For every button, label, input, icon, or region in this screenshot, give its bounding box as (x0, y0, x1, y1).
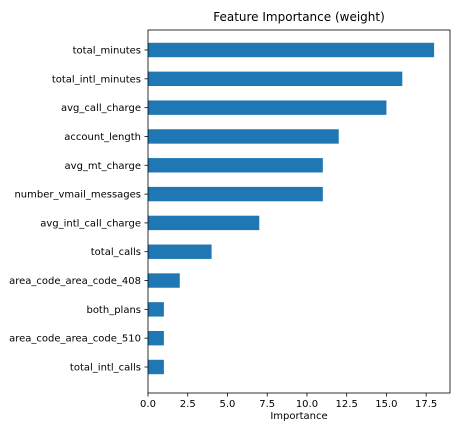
x-axis-label: Importance (270, 411, 327, 422)
x-tick-label: 12.5 (336, 399, 358, 410)
bar (148, 244, 212, 259)
plot-frame (147, 29, 451, 394)
x-tick-label: 2.5 (180, 399, 196, 410)
y-tick-label: avg_intl_call_charge (40, 218, 141, 229)
y-tick-label: area_code_area_code_408 (9, 276, 141, 287)
bar (148, 100, 387, 115)
bar (148, 330, 164, 346)
bar (148, 129, 339, 144)
y-tick-label: area_code_area_code_510 (9, 334, 141, 345)
y-tick-labels: total_minutes total_intl_minutes avg_call_… (9, 46, 148, 374)
bar (148, 302, 164, 317)
bar (148, 215, 260, 231)
y-tick-label: avg_mt_charge (65, 161, 141, 172)
x-ticks: 0.0 2.5 5.0 7.5 10.0 12.5 15.0 17.5 (140, 393, 437, 410)
y-tick-label: avg_call_charge (61, 103, 141, 114)
x-tick-label: 15.0 (375, 399, 397, 410)
bar (148, 359, 164, 375)
y-tick-label: total_intl_minutes (52, 74, 141, 85)
bars-layer (148, 42, 435, 375)
bar (148, 71, 403, 87)
bar (148, 273, 180, 288)
chart-title: Feature Importance (weight) (213, 10, 385, 24)
y-tick-label: total_intl_calls (70, 363, 141, 374)
x-tick-label: 17.5 (415, 399, 437, 410)
y-tick-label: both_plans (86, 305, 141, 316)
x-tick-label: 7.5 (259, 399, 275, 410)
y-tick-label: number_vmail_messages (14, 190, 141, 201)
y-tick-label: total_calls (91, 247, 141, 258)
bar (148, 42, 435, 58)
y-tick-label: total_minutes (73, 46, 141, 57)
y-tick-label: account_length (64, 132, 141, 143)
x-tick-label: 0.0 (140, 399, 156, 410)
x-tick-label: 10.0 (296, 399, 318, 410)
x-tick-label: 5.0 (220, 399, 236, 410)
bar (148, 186, 323, 202)
bar (148, 158, 323, 173)
